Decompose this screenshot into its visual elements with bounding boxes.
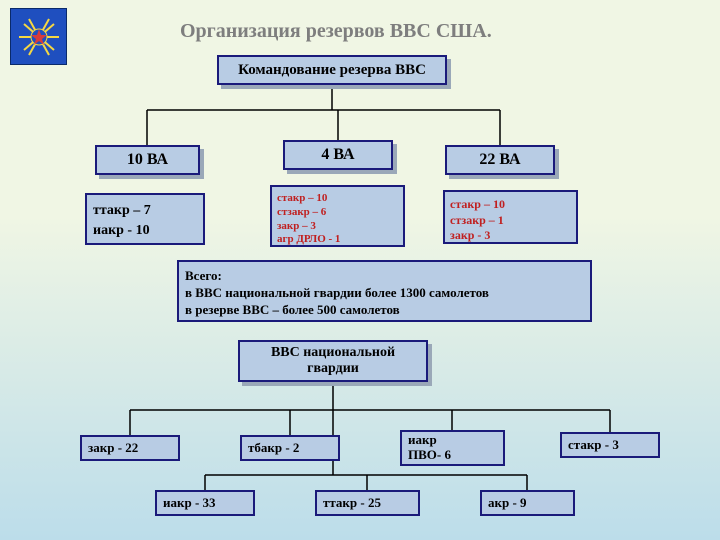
diagram-stage: Организация резервов ВВС США. Командован…	[0, 0, 720, 540]
air-force-emblem-icon	[10, 8, 67, 65]
node-va10_info: ттакр – 7 иакр - 10	[85, 193, 205, 245]
node-tbakr2: тбакр - 2	[240, 435, 340, 461]
node-va4: 4 ВА	[283, 140, 393, 170]
node-stakr3: стакр - 3	[560, 432, 660, 458]
node-va4_info: стакр – 10 стзакр – 6 закр – 3 агр ДРЛО …	[270, 185, 405, 247]
node-zakr22: закр - 22	[80, 435, 180, 461]
page-title: Организация резервов ВВС США.	[180, 20, 492, 43]
node-iakr33: иакр - 33	[155, 490, 255, 516]
node-totals: Всего: в ВВС национальной гвардии более …	[177, 260, 592, 322]
node-top_cmd: Командование резерва ВВС	[217, 55, 447, 85]
node-va22: 22 ВА	[445, 145, 555, 175]
node-akr9: акр - 9	[480, 490, 575, 516]
node-va10: 10 ВА	[95, 145, 200, 175]
node-ttakr25: ттакр - 25	[315, 490, 420, 516]
node-iakr_pvo6: иакр ПВО- 6	[400, 430, 505, 466]
node-ng_cmd: ВВС национальной гвардии	[238, 340, 428, 382]
node-va22_info: стакр – 10 стзакр – 1 закр - 3	[443, 190, 578, 244]
